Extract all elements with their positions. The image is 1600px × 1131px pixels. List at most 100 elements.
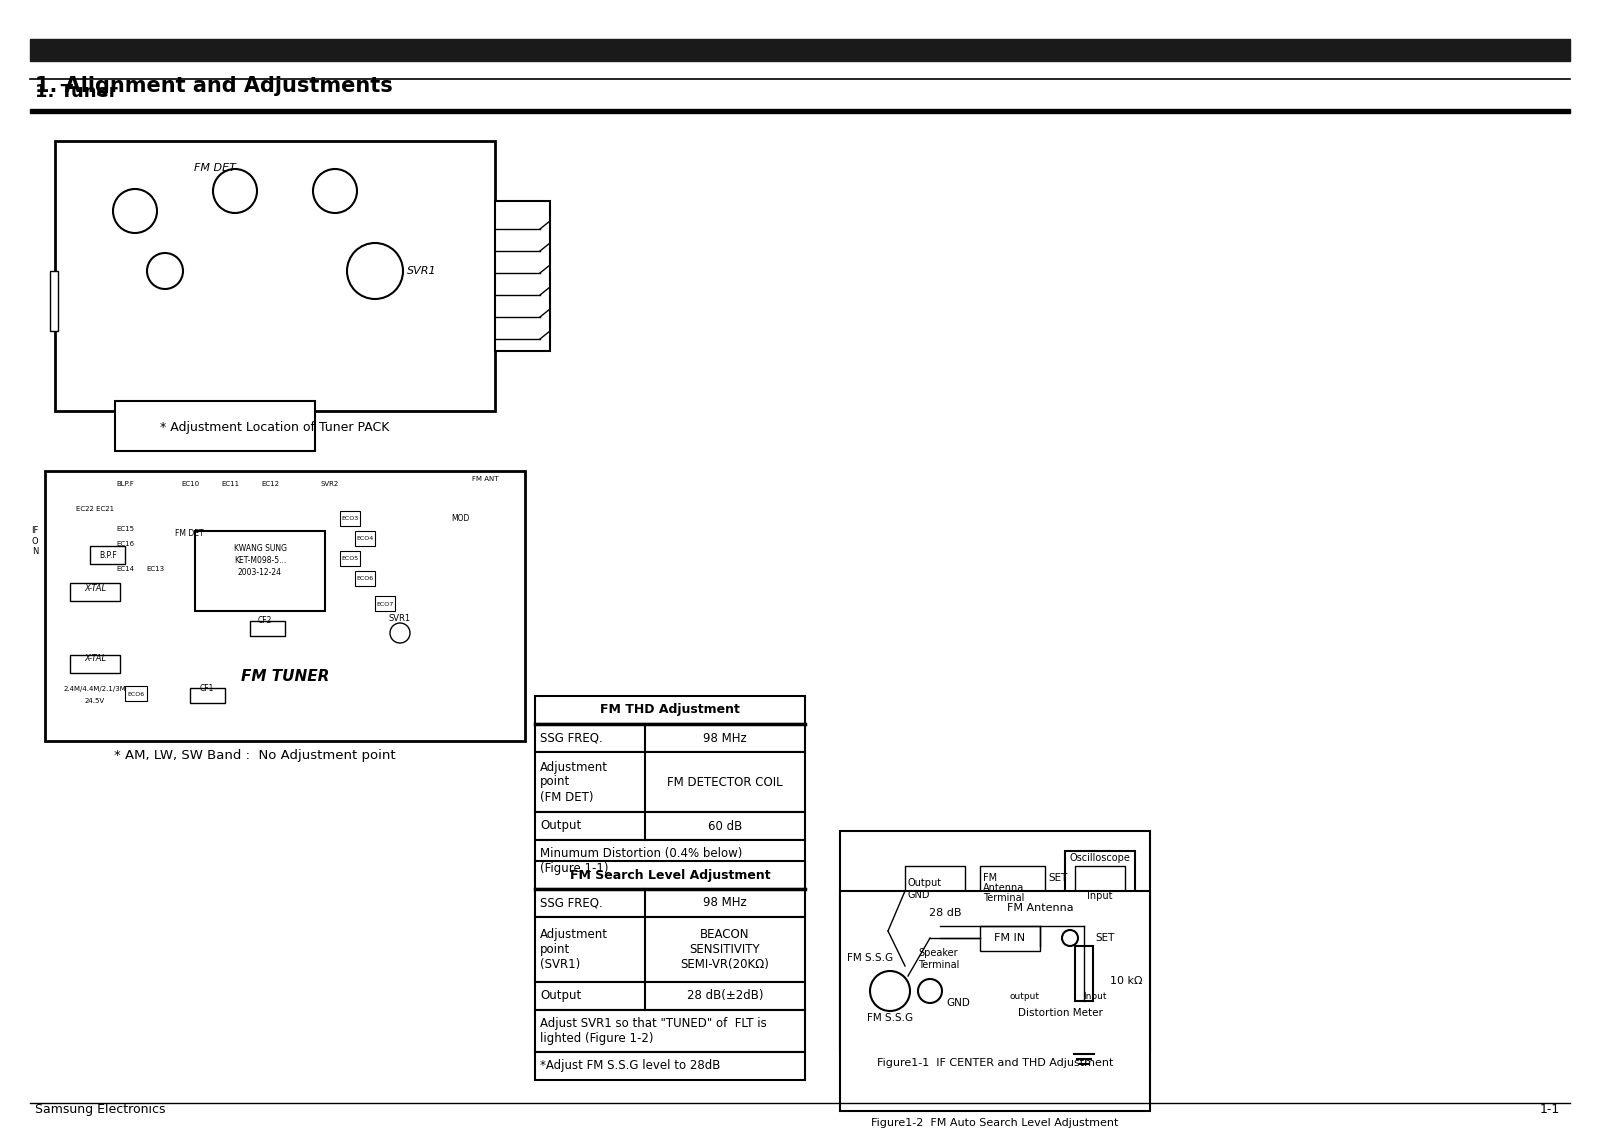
Text: X-TAL: X-TAL [83, 584, 106, 593]
Bar [494, 201, 550, 351]
Text: 1-1: 1-1 [1539, 1103, 1560, 1116]
Text: Adjustment
point
(FM DET): Adjustment point (FM DET) [541, 760, 608, 803]
Bar [534, 1052, 805, 1080]
Bar [250, 621, 285, 636]
Text: 28 dB(±2dB): 28 dB(±2dB) [686, 990, 763, 1002]
Bar [840, 891, 1150, 1111]
Text: Minumum Distortion (0.4% below)
(Figure 1-1): Minumum Distortion (0.4% below) (Figure … [541, 847, 742, 875]
Bar [906, 866, 965, 906]
Bar [30, 111, 1570, 113]
Bar [534, 982, 805, 1010]
Text: output: output [1010, 992, 1040, 1001]
Bar [534, 917, 805, 982]
Text: * AM, LW, SW Band :  No Adjustment point: * AM, LW, SW Band : No Adjustment point [114, 749, 395, 762]
Text: SET: SET [1048, 873, 1067, 883]
Text: EC14: EC14 [115, 566, 134, 572]
Text: FM ANT: FM ANT [472, 476, 498, 482]
Circle shape [870, 972, 910, 1011]
Circle shape [1062, 930, 1078, 946]
Bar [125, 687, 147, 701]
Text: ECO6: ECO6 [357, 577, 373, 581]
Text: Terminal: Terminal [918, 960, 960, 970]
Text: ECO3: ECO3 [341, 517, 358, 521]
Bar [339, 551, 360, 566]
Text: ECO4: ECO4 [357, 536, 374, 542]
Text: Speaker: Speaker [918, 948, 958, 958]
Text: FM Antenna: FM Antenna [1006, 903, 1074, 913]
Text: FM DET: FM DET [174, 529, 203, 538]
Bar [534, 840, 805, 882]
Bar [534, 812, 805, 840]
Bar [54, 141, 494, 411]
Bar [534, 724, 805, 752]
Text: B.P.F: B.P.F [99, 551, 117, 560]
Text: FM DET: FM DET [194, 163, 235, 173]
Text: GND: GND [909, 890, 931, 900]
Text: Output: Output [541, 990, 581, 1002]
Bar [1075, 866, 1125, 910]
Text: Figure1-1  IF CENTER and THD Adjustment: Figure1-1 IF CENTER and THD Adjustment [877, 1057, 1114, 1068]
Text: * Adjustment Location of Tuner PACK: * Adjustment Location of Tuner PACK [160, 421, 390, 434]
Text: SSG FREQ.: SSG FREQ. [541, 732, 603, 744]
Text: FM S.S.G: FM S.S.G [846, 953, 893, 962]
Bar [1066, 851, 1134, 921]
Bar [195, 530, 325, 611]
Bar [1005, 951, 1115, 1005]
Text: X-TAL: X-TAL [83, 654, 106, 663]
Bar [534, 1010, 805, 1052]
Circle shape [1018, 979, 1032, 993]
Text: EC12: EC12 [261, 481, 278, 487]
Text: ECO5: ECO5 [341, 556, 358, 561]
Text: FM TUNER: FM TUNER [242, 670, 330, 684]
Text: 10 kΩ: 10 kΩ [1110, 976, 1142, 986]
Bar [534, 752, 805, 812]
Text: Oscilloscope: Oscilloscope [1069, 853, 1131, 863]
Text: Samsung Electronics: Samsung Electronics [35, 1103, 165, 1116]
Text: 1. Tuner: 1. Tuner [35, 83, 118, 101]
Text: GND: GND [946, 998, 970, 1008]
Text: SVR1: SVR1 [406, 266, 437, 276]
Text: KWANG SUNG: KWANG SUNG [234, 544, 286, 553]
Text: EC13: EC13 [146, 566, 165, 572]
Text: BLP.F: BLP.F [117, 481, 134, 487]
Text: Output: Output [541, 820, 581, 832]
Text: 1. Alignment and Adjustments: 1. Alignment and Adjustments [35, 76, 392, 96]
Text: SSG FREQ.: SSG FREQ. [541, 897, 603, 909]
Bar [1075, 946, 1093, 1001]
Bar [534, 861, 805, 889]
Text: 98 MHz: 98 MHz [702, 732, 747, 744]
Bar [115, 402, 315, 451]
Bar [534, 889, 805, 917]
Bar [70, 655, 120, 673]
Text: CF2: CF2 [258, 616, 272, 625]
Text: FM: FM [982, 873, 997, 883]
Text: Input: Input [1083, 992, 1107, 1001]
Text: FM THD Adjustment: FM THD Adjustment [600, 703, 739, 717]
Bar [355, 530, 374, 546]
Bar [70, 582, 120, 601]
Text: 28 dB: 28 dB [928, 908, 962, 918]
Bar [979, 866, 1045, 896]
Bar [339, 511, 360, 526]
Text: CF1: CF1 [200, 684, 214, 693]
Bar [840, 831, 1150, 1051]
Bar [534, 696, 805, 724]
Text: Figure1-2  FM Auto Search Level Adjustment: Figure1-2 FM Auto Search Level Adjustmen… [872, 1119, 1118, 1128]
Circle shape [918, 979, 942, 1003]
Bar [190, 688, 226, 703]
Bar [50, 271, 58, 331]
Text: Adjustment
point
(SVR1): Adjustment point (SVR1) [541, 929, 608, 972]
Text: ECO6: ECO6 [128, 691, 144, 697]
Text: KET-M098-5...: KET-M098-5... [234, 556, 286, 566]
Text: Input: Input [1088, 891, 1112, 901]
Text: *Adjust FM S.S.G level to 28dB: *Adjust FM S.S.G level to 28dB [541, 1060, 720, 1072]
Text: 2003-12-24: 2003-12-24 [238, 568, 282, 577]
Text: Output: Output [909, 878, 942, 888]
Text: Distortion Meter: Distortion Meter [1018, 1008, 1102, 1018]
Text: EC11: EC11 [221, 481, 238, 487]
Text: Antenna: Antenna [982, 883, 1024, 893]
Bar [374, 596, 395, 611]
Text: Terminal: Terminal [982, 893, 1024, 903]
Circle shape [851, 913, 888, 949]
Text: EC10: EC10 [181, 481, 198, 487]
